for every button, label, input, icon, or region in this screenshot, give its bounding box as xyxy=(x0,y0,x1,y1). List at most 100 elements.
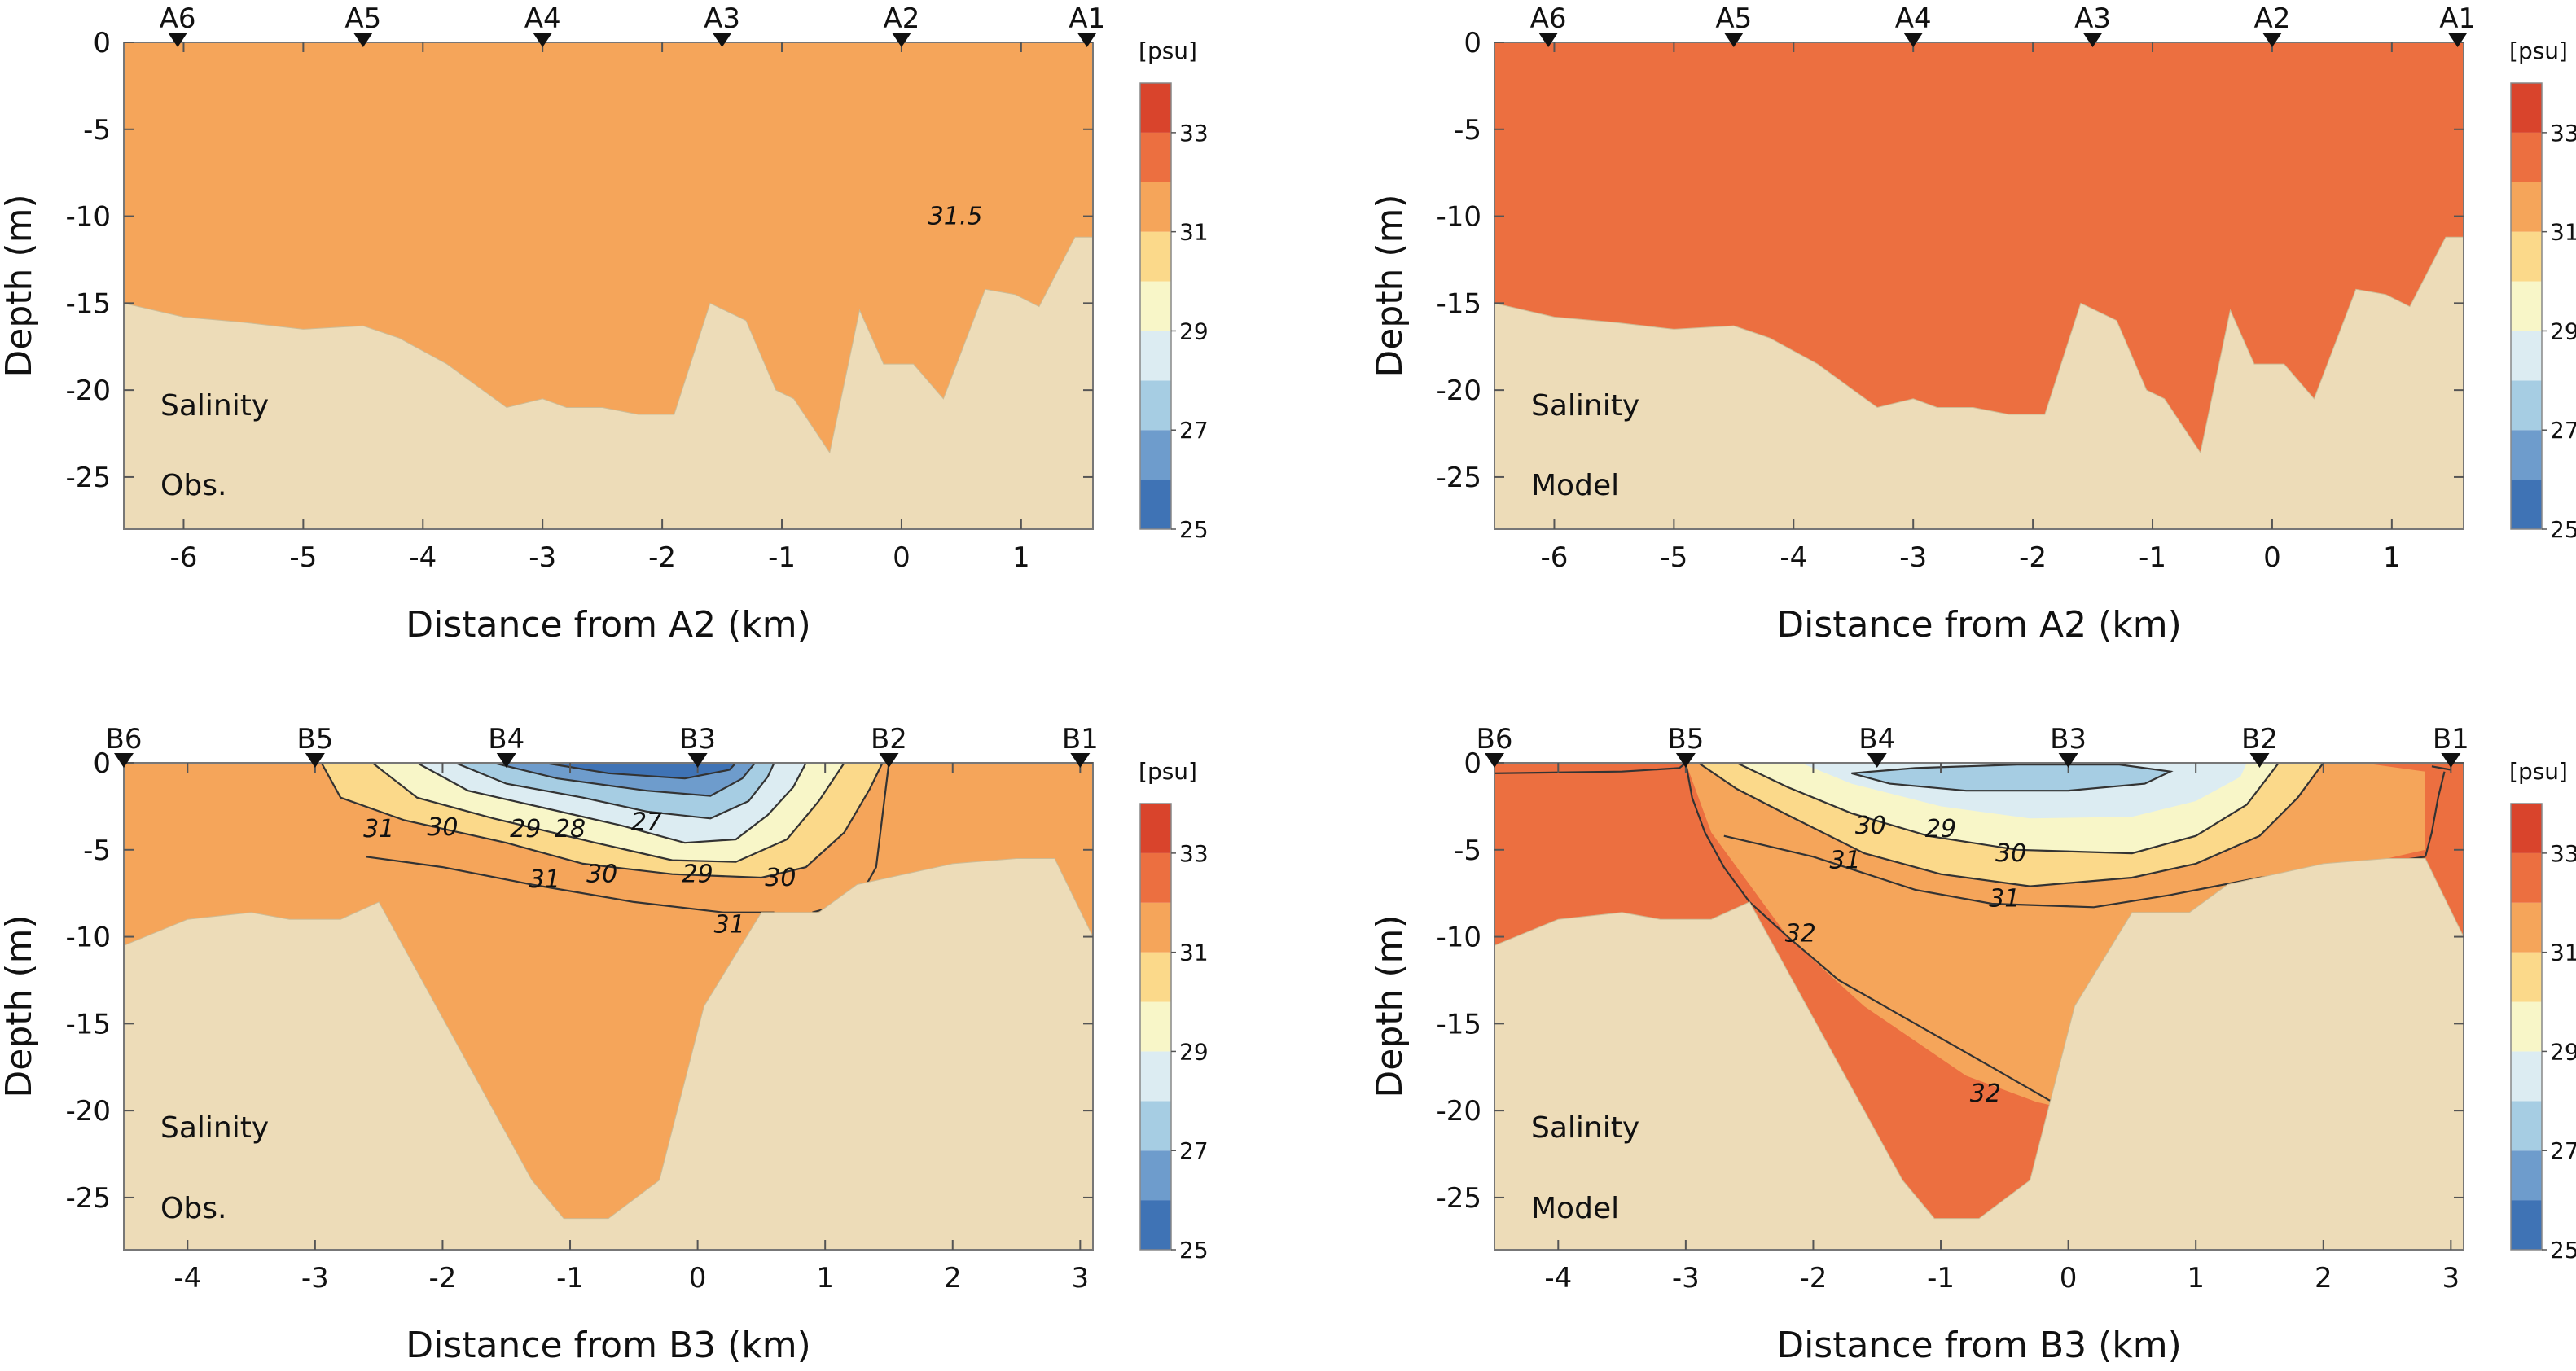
station-marker xyxy=(1723,33,1744,47)
source-label: Model xyxy=(1531,469,1619,502)
station-markers: B6 B5 B4 B3 B2 B1 xyxy=(106,723,1099,768)
station-label: A4 xyxy=(524,2,561,35)
y-tick-label: -5 xyxy=(83,114,111,147)
colorbar: 25 27 29 31 33 xyxy=(1139,82,1209,543)
y-tick-label: -15 xyxy=(65,287,111,320)
axes: -6 -5 -4 -3 -2 -1 0 10-5-10-15-20-25 xyxy=(65,27,1093,574)
y-tick-label: -10 xyxy=(1436,201,1481,234)
colorbar-unit: [psu] xyxy=(1139,758,1197,785)
colorbar-swatch xyxy=(1140,380,1171,431)
station-label: B5 xyxy=(1667,723,1704,756)
axes: -6 -5 -4 -3 -2 -1 0 10-5-10-15-20-25 xyxy=(1436,27,2464,574)
colorbar-tick-label: 33 xyxy=(1179,120,1209,147)
contour-label: 30 xyxy=(765,864,796,892)
colorbar-swatch xyxy=(1140,952,1171,1002)
x-tick-label: -3 xyxy=(1672,1262,1700,1294)
colorbar-swatch xyxy=(2511,902,2542,953)
colorbar-swatch xyxy=(2511,182,2542,232)
contour-label: 28 xyxy=(555,815,586,843)
colorbar-tick-label: 27 xyxy=(2550,417,2576,444)
contour-labels: 30 29 30 31 31 32 32 xyxy=(1785,812,2027,1108)
colorbar-swatch xyxy=(2511,83,2542,133)
colorbar-tick-label: 29 xyxy=(1179,1038,1209,1065)
colorbar-swatch xyxy=(2511,1051,2542,1102)
x-tick-label: -1 xyxy=(556,1262,584,1294)
x-tick-label: -5 xyxy=(289,541,317,574)
x-axis-label: Distance from A2 (km) xyxy=(406,604,811,646)
contour-label: 27 xyxy=(631,808,662,837)
contour-label: 30 xyxy=(427,813,458,842)
colorbar-swatch xyxy=(2511,380,2542,431)
station-label: B1 xyxy=(2433,723,2469,756)
y-tick-label: -10 xyxy=(1436,922,1481,954)
isohaline-line xyxy=(2431,765,2451,771)
contour-labels: 31 30 29 28 27 31 30 29 30 31 xyxy=(363,808,796,940)
y-tick-label: -5 xyxy=(1454,834,1481,867)
y-axis-label: Depth (m) xyxy=(0,194,40,377)
station-marker xyxy=(114,753,134,768)
station-marker xyxy=(879,753,899,768)
colorbar-swatch xyxy=(2511,430,2542,480)
x-tick-label: -3 xyxy=(529,541,556,574)
colorbar-tick-label: 31 xyxy=(1179,219,1209,246)
colorbar-swatch xyxy=(1140,1101,1171,1151)
contour-label: 31 xyxy=(1829,847,1860,875)
y-axis-label: Depth (m) xyxy=(1369,914,1411,1097)
colorbar-swatch xyxy=(2511,1001,2542,1052)
colorbar-swatch xyxy=(1140,804,1171,853)
station-label: A2 xyxy=(883,2,919,35)
station-marker xyxy=(2082,33,2103,47)
x-tick-label: -1 xyxy=(768,541,796,574)
colorbar-tick-label: 33 xyxy=(2550,840,2576,867)
contour-label: 31 xyxy=(529,865,560,894)
station-marker xyxy=(1070,753,1091,768)
station-label: A6 xyxy=(160,2,196,35)
seabed xyxy=(1494,858,2464,1251)
colorbar-swatch xyxy=(2511,231,2542,282)
station-marker xyxy=(496,753,516,768)
variable-label: Salinity xyxy=(160,1111,269,1145)
axes: -4 -3 -2 -1 0 1 2 30-5-10-15-20-25 xyxy=(65,747,1093,1294)
colorbar: 25 27 29 31 33 xyxy=(2510,82,2576,543)
colorbar-unit: [psu] xyxy=(1139,37,1197,64)
isohaline-line xyxy=(416,763,807,844)
plot-frame xyxy=(1494,762,2464,1251)
station-marker xyxy=(353,33,373,47)
x-tick-label: -4 xyxy=(1544,1262,1572,1294)
x-tick-label: -4 xyxy=(173,1262,201,1294)
colorbar-frame xyxy=(1139,803,1172,1251)
isohaline-line xyxy=(1684,763,2082,1112)
x-tick-label: 3 xyxy=(1072,1262,1090,1294)
x-tick-label: 0 xyxy=(2060,1262,2078,1294)
seabed xyxy=(123,858,1094,1251)
colorbar-swatch xyxy=(1140,132,1171,182)
x-tick-label: 1 xyxy=(816,1262,834,1294)
station-label: B5 xyxy=(296,723,333,756)
seabed-layer xyxy=(123,236,1094,530)
contour-label: 32 xyxy=(1970,1080,2001,1108)
colorbar-frame xyxy=(2510,803,2543,1251)
colorbar-swatch xyxy=(2511,281,2542,331)
colorbar-swatch xyxy=(2511,480,2542,529)
colorbar-swatch xyxy=(1140,83,1171,133)
colorbar-swatch xyxy=(1140,182,1171,232)
colorbar-swatch xyxy=(1140,902,1171,953)
axes: -4 -3 -2 -1 0 1 2 30-5-10-15-20-25 xyxy=(1436,747,2464,1294)
station-marker xyxy=(2058,753,2078,768)
y-tick-label: -15 xyxy=(1436,287,1481,320)
panel-section-a-observed: 31.5 -6 -5 -4 -3 -2 -1 0 10-5-10-15-20-25 A6 A5 A… xyxy=(0,2,1209,646)
colorbar: 25 27 29 31 33 xyxy=(1139,803,1209,1264)
source-label: Obs. xyxy=(160,469,226,502)
colorbar-swatch xyxy=(1140,231,1171,282)
y-tick-label: 0 xyxy=(93,747,111,780)
colorbar-swatch xyxy=(1140,1200,1171,1250)
salinity-band-27 xyxy=(1851,764,2170,791)
y-tick-label: 0 xyxy=(1464,747,1481,780)
station-label: A4 xyxy=(1895,2,1932,35)
station-label: B2 xyxy=(2241,723,2278,756)
station-markers: B6 B5 B4 B3 B2 B1 xyxy=(1477,723,2469,768)
station-label: B6 xyxy=(1477,723,1513,756)
colorbar-frame xyxy=(1139,82,1172,530)
isohaline-contours xyxy=(320,763,890,913)
x-tick-label: -3 xyxy=(1899,541,1927,574)
